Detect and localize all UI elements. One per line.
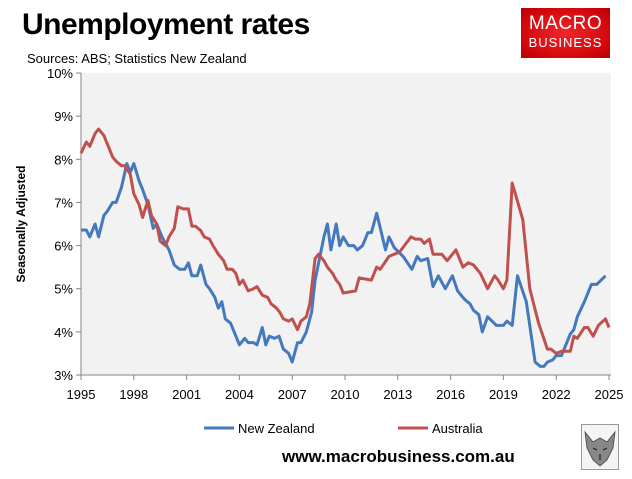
x-tick-label: 2016 xyxy=(436,387,465,402)
x-tick-label: 2019 xyxy=(489,387,518,402)
chart-title: Unemployment rates xyxy=(22,8,310,41)
x-tick-label: 2001 xyxy=(172,387,201,402)
x-tick-label: 2025 xyxy=(595,387,624,402)
x-tick-label: 1998 xyxy=(119,387,148,402)
y-tick-label: 7% xyxy=(54,195,73,210)
x-tick-label: 1995 xyxy=(67,387,96,402)
x-tick-label: 2013 xyxy=(383,387,412,402)
macrobusiness-logo: MACRO BUSINESS xyxy=(521,8,610,58)
series-line-australia xyxy=(79,127,611,355)
logo-line2: BUSINESS xyxy=(528,35,603,50)
y-tick-label: 10% xyxy=(47,66,73,81)
y-tick-label: 5% xyxy=(54,282,73,297)
x-tick-label: 2007 xyxy=(278,387,307,402)
legend-label: Australia xyxy=(432,421,483,436)
y-axis-label: Seasonally Adjusted xyxy=(14,166,28,283)
logo-line1: MACRO xyxy=(528,13,603,34)
x-tick-label: 2010 xyxy=(331,387,360,402)
legend: New Zealand Australia xyxy=(204,421,483,436)
chart-subtitle: Sources: ABS; Statistics New Zealand xyxy=(27,51,247,66)
y-tick-label: 6% xyxy=(54,239,73,254)
wolf-logo-icon xyxy=(581,424,619,470)
y-tick-label: 4% xyxy=(54,325,73,340)
y-tick-label: 3% xyxy=(54,368,73,383)
legend-label: New Zealand xyxy=(238,421,315,436)
x-tick-label: 2004 xyxy=(225,387,254,402)
y-tick-label: 8% xyxy=(54,152,73,167)
x-tick-label: 2022 xyxy=(542,387,571,402)
y-tick-label: 9% xyxy=(54,109,73,124)
website-url: www.macrobusiness.com.au xyxy=(282,447,515,466)
